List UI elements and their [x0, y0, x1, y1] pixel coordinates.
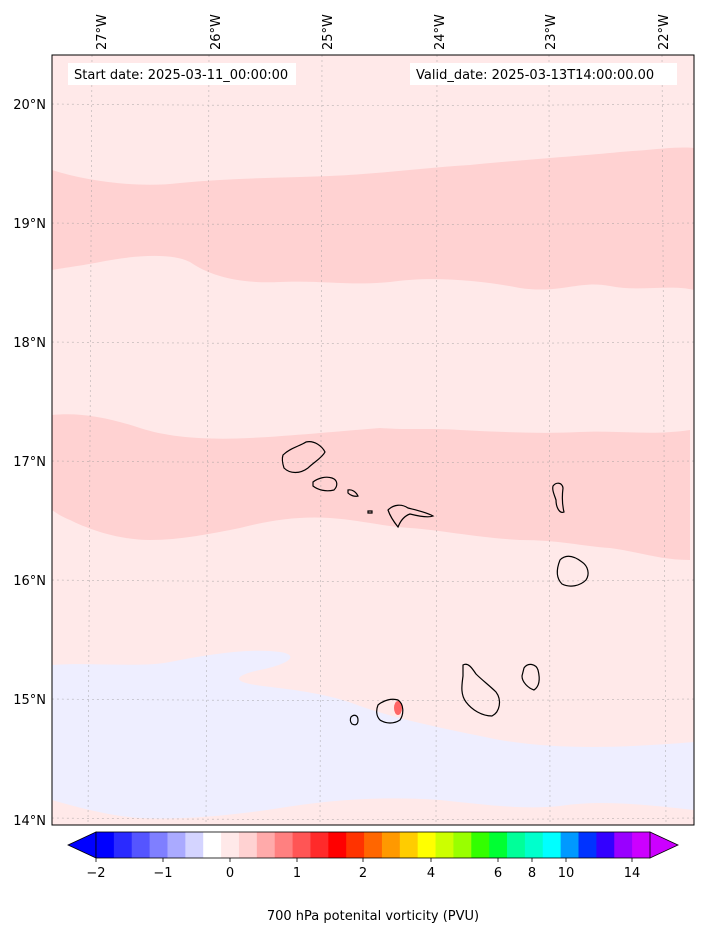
colorbar-swatch	[167, 832, 186, 858]
lat-label: 18°N	[13, 336, 46, 351]
colorbar-tick-label: 0	[226, 866, 234, 881]
colorbar-swatch	[632, 832, 651, 858]
lat-label: 14°N	[13, 814, 46, 829]
colorbar-swatch	[96, 832, 115, 858]
lat-label: 20°N	[13, 98, 46, 113]
island-sao-vicente	[312, 476, 338, 492]
latitude-labels: 20°N 19°N 18°N 17°N 16°N 15°N 14°N	[13, 98, 46, 829]
lat-label: 19°N	[13, 217, 46, 232]
colorbar-swatch	[560, 832, 580, 858]
island-santiago	[461, 663, 501, 717]
colorbar-swatch	[489, 832, 508, 858]
colorbar-tick-label: 14	[624, 866, 641, 881]
pv-negative-band	[52, 650, 694, 819]
colorbar-title: 700 hPa potenital vorticity (PVU)	[267, 909, 479, 924]
colorbar-tick-label: 2	[359, 866, 367, 881]
lat-label: 17°N	[13, 455, 46, 470]
island-maio	[521, 663, 540, 691]
colorbar-tick-label: 1	[293, 866, 301, 881]
colorbar-extend-min	[67, 831, 97, 859]
coastlines	[281, 441, 589, 726]
colorbar-swatch	[149, 832, 168, 858]
island-santo-antao	[281, 441, 326, 474]
valid-date-label: Valid_date: 2025-03-13T14:00:00.00	[416, 68, 654, 83]
colorbar-extend-max	[649, 831, 679, 859]
colorbar-swatch	[417, 832, 437, 858]
colorbar-swatch	[292, 832, 311, 858]
island-sao-nicolau	[387, 504, 435, 529]
colorbar-swatch	[346, 832, 365, 858]
lat-label: 15°N	[13, 693, 46, 708]
lon-label: 26°W	[209, 14, 224, 50]
lon-label: 27°W	[95, 14, 110, 50]
colorbar-swatch	[328, 832, 347, 858]
pv-band-north	[52, 147, 694, 290]
colorbar-swatch	[203, 832, 222, 858]
pv-peak-spot	[394, 701, 402, 715]
lon-label: 23°W	[544, 14, 559, 50]
colorbar-swatch	[614, 832, 633, 858]
lat-label: 16°N	[13, 574, 46, 589]
longitude-labels: 27°W 26°W 25°W 24°W 23°W 22°W	[95, 14, 672, 50]
colorbar-swatch	[274, 832, 294, 858]
colorbar-swatch	[310, 832, 329, 858]
colorbar-swatch	[435, 832, 454, 858]
colorbar-swatch	[238, 832, 258, 858]
colorbar-swatch	[185, 832, 204, 858]
colorbar-swatch	[113, 832, 133, 858]
pv-band-central	[52, 414, 690, 560]
colorbar-swatch	[256, 832, 276, 858]
colorbar-swatch	[131, 832, 151, 858]
colorbar-swatch	[507, 832, 526, 858]
start-date-box	[68, 63, 296, 85]
island-sal	[552, 482, 565, 513]
lon-label: 24°W	[433, 14, 448, 50]
colorbar-swatch	[399, 832, 419, 858]
valid-date-box	[410, 63, 677, 85]
island-santa-luzia	[347, 489, 359, 497]
colorbar-swatch	[471, 832, 490, 858]
island-boa-vista	[556, 555, 589, 587]
colorbar-swatch	[578, 832, 597, 858]
map-panel: Start date: 2025-03-11_00:00:00 Valid_da…	[51, 54, 695, 826]
colorbar-swatch	[453, 832, 472, 858]
colorbar-tick-label: −2	[86, 866, 105, 881]
colorbar-tick-label: 8	[528, 866, 536, 881]
colorbar-tick-label: −1	[153, 866, 172, 881]
island-fogo	[376, 698, 404, 724]
island-brava	[349, 714, 359, 726]
colorbar-swatch	[221, 832, 240, 858]
lon-label: 22°W	[657, 14, 672, 50]
colorbar-swatch	[596, 832, 615, 858]
colorbar-tick-label: 4	[427, 866, 435, 881]
colorbar-frame	[95, 831, 651, 859]
colorbar-swatch	[381, 832, 401, 858]
lon-label: 25°W	[321, 14, 336, 50]
colorbar: −2 −1 0 1 2 4 6 8 10 14	[67, 831, 679, 881]
start-date-label: Start date: 2025-03-11_00:00:00	[74, 68, 288, 83]
colorbar-swatch	[364, 832, 383, 858]
colorbar-tick-label: 10	[558, 866, 575, 881]
colorbar-swatch	[524, 832, 544, 858]
island-raso	[367, 510, 373, 514]
colorbar-tick-label: 6	[494, 866, 502, 881]
colorbar-swatch	[542, 832, 562, 858]
map-frame	[51, 54, 695, 826]
gridlines	[51, 54, 695, 826]
